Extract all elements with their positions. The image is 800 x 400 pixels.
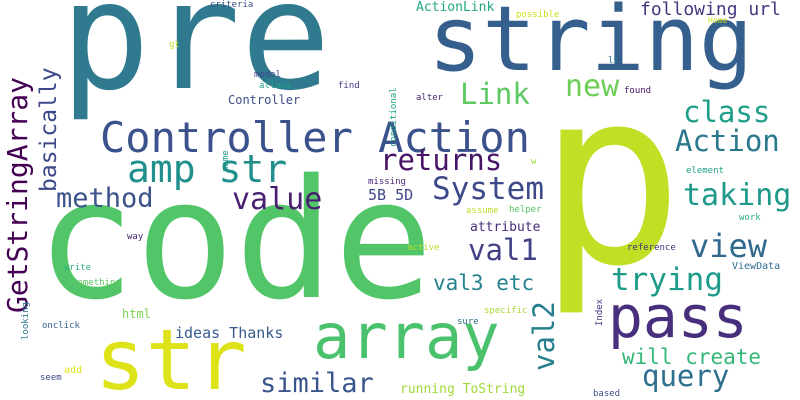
word-cloud-word: str — [95, 311, 247, 400]
word-cloud-word: helper — [509, 205, 542, 215]
word-cloud-word: amp str — [127, 147, 288, 191]
word-cloud-word: missing — [368, 177, 406, 187]
word-cloud-word: pre — [60, 0, 331, 124]
word-cloud-word: p — [538, 38, 684, 320]
word-cloud-word: trying — [611, 262, 723, 298]
word-cloud-word: ActionLink — [416, 0, 495, 15]
word-cloud-word: gt — [169, 40, 180, 50]
word-cloud-word: string — [428, 0, 754, 92]
word-cloud-word: val2 — [527, 301, 561, 371]
word-cloud-word: query — [642, 359, 730, 393]
word-cloud-word: ViewData — [732, 261, 781, 272]
word-cloud-word: something — [72, 278, 121, 288]
word-cloud-word: taking — [683, 178, 792, 213]
word-cloud-word: Home — [708, 16, 728, 25]
word-cloud-word: similar — [260, 368, 374, 399]
word-cloud-word: Action — [675, 124, 780, 158]
word-cloud-word: class — [683, 95, 771, 129]
word-cloud-word: reference — [627, 243, 676, 253]
word-cloud-word: Link — [460, 77, 530, 111]
word-cloud-word: view — [690, 227, 768, 265]
word-cloud-word: alter — [416, 93, 444, 103]
word-cloud-word: based — [593, 389, 621, 399]
word-cloud-word: val3 etc — [433, 271, 535, 295]
word-cloud-word: returns — [380, 143, 503, 177]
word-cloud-word: assume — [466, 206, 499, 216]
word-cloud-word: work — [739, 213, 761, 223]
word-cloud-word: onclick — [42, 321, 80, 331]
word-cloud-word: Index — [595, 298, 605, 326]
word-cloud-word: value — [232, 182, 323, 217]
word-cloud-word: element — [686, 166, 724, 176]
word-cloud-word: pass — [608, 283, 748, 351]
word-cloud-word: active — [407, 243, 440, 253]
word-cloud-word: found — [624, 86, 652, 96]
word-cloud-word: write — [64, 263, 92, 273]
word-cloud-word: w — [531, 157, 537, 167]
word-cloud-word: GetStringArray — [1, 76, 34, 313]
word-cloud-word: criteria — [210, 0, 254, 10]
word-cloud-word: lt — [608, 56, 619, 66]
word-cloud-word: name — [221, 150, 231, 172]
word-cloud-word: html — [122, 307, 151, 321]
word-cloud-word: sure — [457, 317, 479, 327]
word-cloud-word: looking — [21, 302, 31, 340]
word-cloud-word: allows — [259, 81, 292, 91]
word-cloud-word: seem — [40, 373, 62, 383]
word-cloud-word: way — [127, 232, 144, 242]
word-cloud-word: array — [313, 300, 500, 373]
word-cloud-word: possible — [516, 10, 560, 20]
word-cloud-word: Controller Action — [100, 113, 530, 162]
word-cloud-word: basically — [36, 67, 62, 192]
word-cloud-word: model — [254, 70, 282, 80]
word-cloud-word: find — [338, 81, 360, 91]
word-cloud-word: running ToString — [400, 382, 526, 397]
word-cloud-word: specific — [484, 306, 528, 316]
word-cloud-word: System — [432, 171, 544, 207]
word-cloud-word: 5B 5D — [368, 186, 414, 204]
word-cloud-word: new — [565, 69, 620, 104]
word-cloud-word: following url — [640, 0, 781, 20]
word-cloud-word: val1 — [468, 233, 538, 267]
word-cloud-word: method — [56, 183, 154, 214]
word-cloud-word: attribute — [470, 220, 541, 235]
word-cloud-word: Controller — [228, 93, 301, 107]
word-cloud-word: will create — [622, 345, 762, 369]
word-cloud-word: ideas Thanks — [175, 324, 284, 342]
word-cloud-word: conditional — [389, 87, 399, 147]
word-cloud-word: code — [36, 144, 434, 336]
word-cloud-word: add — [64, 365, 83, 376]
